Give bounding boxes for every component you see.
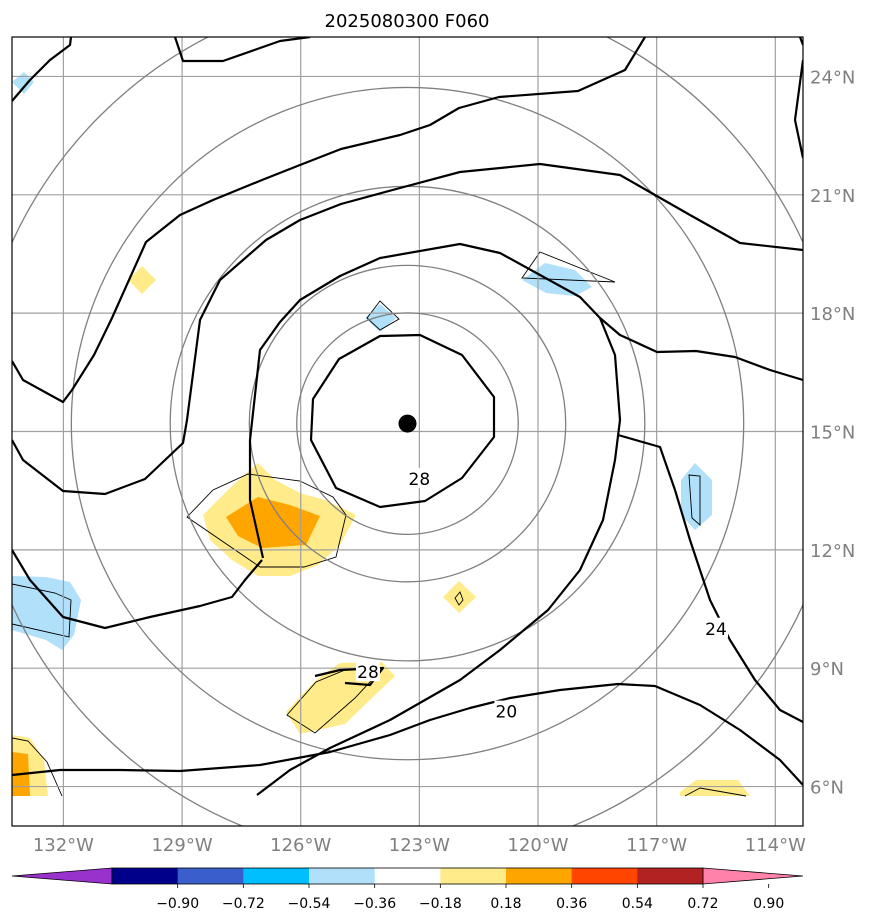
colorbar-extend-low (11, 867, 113, 885)
colorbar-segment (374, 868, 441, 884)
lat-tick-label: 18°N (810, 304, 855, 325)
shade-negative-low (365, 304, 396, 332)
lat-tick-label: 21°N (810, 186, 855, 207)
colorbar-segment (571, 868, 638, 884)
range-ring (70, 86, 745, 761)
map-title: 2025080300 F060 (325, 11, 490, 32)
contour-east-mid (599, 317, 803, 382)
map-frame (11, 36, 804, 827)
contour-south (12, 682, 803, 786)
thin-anomaly-contours (12, 251, 747, 797)
thin-contour (12, 737, 63, 797)
shade-positive-low (443, 581, 476, 613)
lon-tick-label: 123°W (389, 835, 450, 856)
lat-tick-label: 15°N (810, 423, 855, 444)
lon-tick-label: 126°W (270, 835, 331, 856)
contour-label-bg (703, 617, 728, 638)
lon-tick-label: 132°W (33, 835, 94, 856)
colorbar-label: −0.90 (156, 896, 199, 912)
thin-contour (454, 591, 464, 606)
lat-tick-label: 9°N (810, 659, 844, 680)
storm-center-marker (398, 414, 417, 433)
shade-positive-low (680, 780, 750, 796)
lon-tick-label: 117°W (626, 835, 687, 856)
shade-positive-mid (226, 497, 320, 548)
contour-inner-closed (309, 333, 496, 509)
contour-far (173, 37, 311, 63)
contour-third-ring (12, 162, 803, 496)
contour-label: 20 (496, 703, 518, 723)
shade-positive-low (128, 266, 156, 294)
contour-label-bg (407, 467, 432, 488)
contour-label: 24 (705, 620, 727, 640)
colorbar-segment (177, 868, 244, 884)
contour-label: 28 (357, 663, 379, 683)
thin-contour (186, 473, 347, 568)
colorbar: −0.90 −0.72 −0.54 −0.36 −0.18 0.18 0.36 0.54 0.7… (11, 867, 804, 912)
colorbar-segment (506, 868, 573, 884)
thin-contour (366, 300, 400, 331)
map-area: 28 28 20 24 (12, 37, 803, 826)
shade-negative-low (681, 463, 712, 530)
colorbar-segment (243, 868, 310, 884)
colorbar-label: −0.36 (353, 896, 396, 912)
colorbar-label: −0.54 (288, 896, 331, 912)
range-ring (296, 312, 519, 535)
thin-contour (12, 583, 72, 638)
contour-fourth-ring (12, 37, 646, 404)
contour-east-low (617, 433, 803, 723)
bold-contours (12, 37, 803, 796)
colorbar-label: 0.90 (753, 896, 784, 912)
contour-labels: 28 28 20 24 (355, 467, 728, 723)
lat-tick-label: 6°N (810, 778, 844, 799)
colorbar-extend-high (702, 867, 804, 885)
colorbar-segment (309, 868, 376, 884)
thin-contour (684, 787, 747, 797)
contour-label-bg (494, 700, 519, 721)
colorbar-label: −0.72 (222, 896, 265, 912)
colorbar-label: 0.18 (490, 896, 521, 912)
lat-tick-label: 12°N (810, 541, 855, 562)
contour-far (793, 59, 803, 159)
colorbar-frame (111, 867, 704, 885)
lon-tick-label: 120°W (507, 835, 568, 856)
colorbar-label: 0.54 (622, 896, 653, 912)
colorbar-label: 0.72 (687, 896, 718, 912)
colorbar-segment (440, 868, 507, 884)
contour-small (314, 666, 385, 687)
shade-negative-low (12, 72, 34, 94)
contour-far (12, 37, 73, 102)
lon-tick-label: 114°W (745, 835, 806, 856)
colorbar-segment (112, 868, 179, 884)
colorbar-label: −0.18 (419, 896, 462, 912)
contour-label-bg (355, 661, 380, 682)
range-ring (248, 264, 567, 583)
lat-tick-label: 24°N (810, 67, 855, 88)
colorbar-segment (637, 868, 704, 884)
thin-contour (688, 474, 701, 526)
thin-contour (521, 251, 616, 283)
longitude-labels: 132°W 129°W 126°W 123°W 120°W 117°W 114°W (33, 835, 806, 856)
lon-tick-label: 129°W (151, 835, 212, 856)
contour-third-ring (12, 549, 263, 630)
colorbar-label: 0.36 (556, 896, 587, 912)
latitude-labels: 24°N 21°N 18°N 15°N 12°N 9°N 6°N (810, 67, 855, 798)
contour-label: 28 (409, 470, 431, 490)
